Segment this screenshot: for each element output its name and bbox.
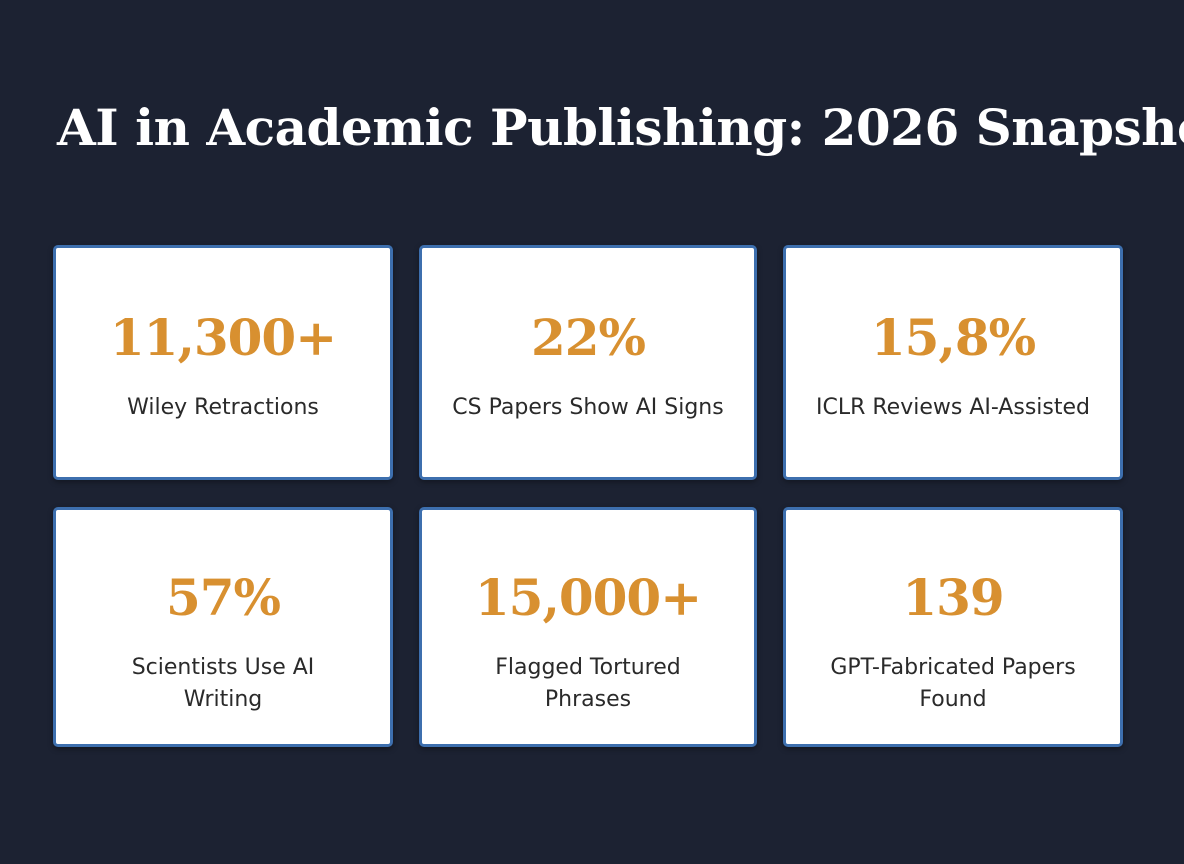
stat-label: Flagged Tortured Phrases [495,655,681,712]
stat-value: 11,300+ [109,308,337,367]
stat-value: 139 [902,568,1004,627]
page-title: AI in Academic Publishing: 2026 Snapshot [57,98,1184,157]
stat-value: 15,000+ [474,568,702,627]
stat-card-wiley-retractions: 11,300+ Wiley Retractions [53,245,393,480]
stats-grid: 11,300+ Wiley Retractions 22% CS Papers … [53,245,1123,747]
stat-card-tortured-phrases: 15,000+ Flagged Tortured Phrases [419,507,757,747]
stat-value: 57% [165,568,281,627]
stat-label: Wiley Retractions [127,395,319,420]
stat-label: GPT-Fabricated Papers Found [830,655,1076,712]
stat-value: 22% [530,308,646,367]
stat-card-cs-papers-ai-signs: 22% CS Papers Show AI Signs [419,245,757,480]
stat-label: Scientists Use AI Writing [131,655,315,712]
stat-label: ICLR Reviews AI-Assisted [815,395,1090,420]
stat-card-gpt-fabricated-papers: 139 GPT-Fabricated Papers Found [783,507,1123,747]
stat-card-iclr-reviews: 15,8% ICLR Reviews AI-Assisted [783,245,1123,480]
stat-card-scientists-use-ai: 57% Scientists Use AI Writing [53,507,393,747]
stat-label: CS Papers Show AI Signs [452,395,724,420]
stat-value: 15,8% [870,308,1036,367]
